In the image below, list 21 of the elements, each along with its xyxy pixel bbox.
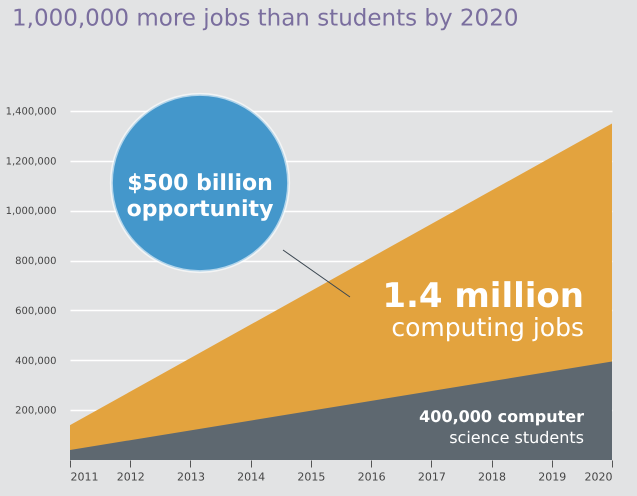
- x-tick-label: 2014: [237, 470, 266, 484]
- x-tick-label: 2011: [70, 470, 98, 484]
- x-tick-label: 2012: [116, 470, 145, 484]
- x-tick-label: 2020: [584, 470, 612, 484]
- x-tick-label: 2017: [418, 470, 446, 484]
- chart-title: 1,000,000 more jobs than students by 2020: [12, 5, 518, 32]
- annotation: $500 billion opportunity: [126, 171, 274, 222]
- x-tick-label: 2015: [297, 470, 326, 484]
- y-tick-label: 600,000: [15, 306, 56, 317]
- x-tick-label: 2019: [538, 470, 566, 484]
- y-tick-label: 1,000,000: [6, 206, 56, 218]
- y-tick-label: 400,000: [15, 356, 56, 367]
- x-tick-label: 2016: [358, 470, 386, 484]
- y-tick-label: 800,000: [15, 256, 56, 268]
- x-tick-label: 2018: [478, 470, 506, 484]
- series-label: 400,000 computer science students: [419, 407, 584, 447]
- y-tick-label: 200,000: [15, 406, 56, 417]
- y-tick-label: 1,400,000: [6, 106, 56, 118]
- y-tick-label: 1,200,000: [6, 156, 56, 168]
- series-label: 1.4 million computing jobs: [382, 276, 584, 342]
- x-tick-label: 2013: [176, 470, 205, 484]
